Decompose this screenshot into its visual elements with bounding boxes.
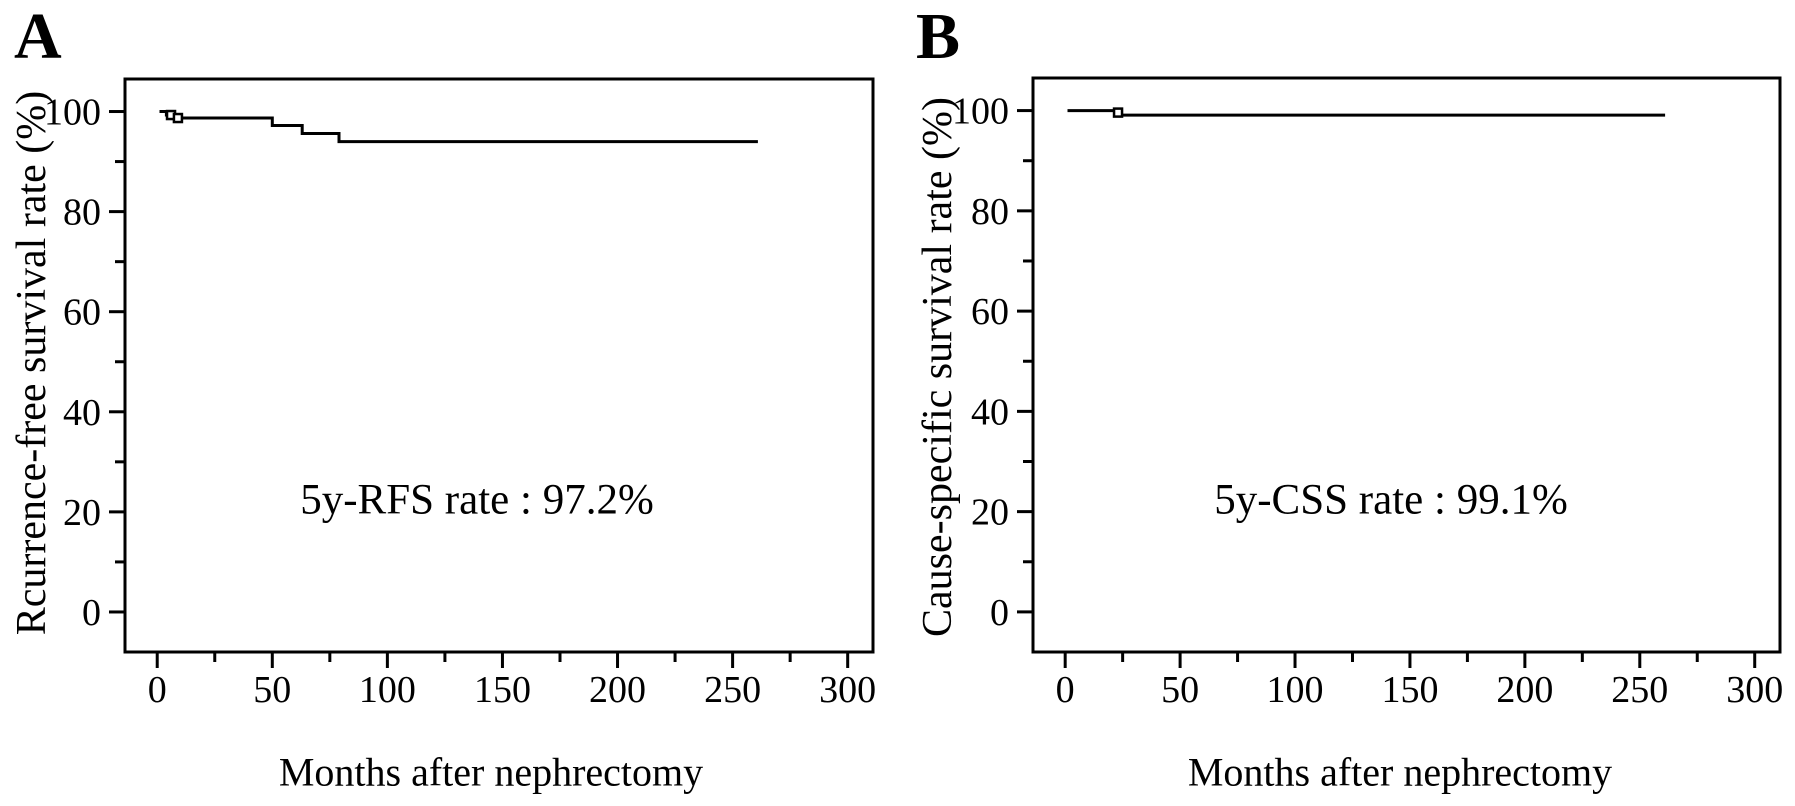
y-tick-label: 20: [63, 492, 101, 534]
x-tick-label: 100: [1267, 669, 1324, 711]
x-tick-label: 250: [1611, 669, 1668, 711]
survival-step-curve: [159, 110, 758, 144]
panel-a-5y-rfs-annotation: 5y-RFS rate : 97.2%: [300, 476, 654, 524]
y-tick-label: 20: [971, 492, 1009, 534]
x-tick-label: 0: [148, 669, 167, 711]
y-tick-label: 40: [63, 392, 101, 434]
y-tick-label: 60: [971, 291, 1009, 333]
x-tick-label: 0: [1056, 669, 1075, 711]
y-tick-label: 100: [952, 91, 1009, 133]
y-tick-label: 60: [63, 292, 101, 334]
y-tick-label: 80: [971, 191, 1009, 233]
panel-b-5y-css-annotation: 5y-CSS rate : 99.1%: [1214, 476, 1568, 524]
panel-a-x-axis-label: Months after nephrectomy: [278, 749, 704, 795]
panel-a-plot: 0 50 100 150 200 250 300 0 20 40 60 80 100: [44, 77, 876, 711]
x-tick-label: 150: [474, 669, 531, 711]
y-tick-label: 0: [82, 592, 101, 634]
censor-mark: [1112, 107, 1124, 118]
y-tick-label: 80: [63, 192, 101, 234]
y-tick-label: 100: [44, 92, 101, 134]
panel-b-plot: 0 50 100 150 200 250 300 0 20 40 60 80 100: [952, 76, 1783, 711]
x-tick-label: 300: [819, 669, 876, 711]
x-tick-label: 250: [704, 669, 761, 711]
panel-a-letter: A: [14, 0, 62, 73]
censor-mark: [172, 112, 184, 124]
panel-b-x-axis-label: Months after nephrectomy: [1187, 749, 1613, 795]
x-tick-label: 200: [1496, 669, 1553, 711]
axes-ticks: 0 50 100 150 200 250 300 0 20 40 60 80 100: [952, 91, 1783, 711]
x-tick-label: 300: [1726, 669, 1783, 711]
x-tick-label: 200: [589, 669, 646, 711]
x-tick-label: 50: [1161, 669, 1199, 711]
panel-a-y-axis-label: Rcurrence-free survival rate (%): [9, 90, 55, 636]
y-tick-label: 0: [990, 592, 1009, 634]
panel-b-letter: B: [916, 0, 961, 73]
y-tick-label: 40: [971, 391, 1009, 433]
axes-ticks: 0 50 100 150 200 250 300 0 20 40 60 80 100: [44, 92, 876, 711]
plot-box: [123, 77, 875, 654]
x-tick-label: 150: [1381, 669, 1438, 711]
x-tick-label: 100: [359, 669, 416, 711]
x-tick-label: 50: [253, 669, 291, 711]
panel-b-y-axis-label: Cause-specific survival rate (%): [915, 97, 961, 637]
plot-box: [1031, 76, 1782, 654]
survival-step-curve: [1067, 109, 1666, 117]
